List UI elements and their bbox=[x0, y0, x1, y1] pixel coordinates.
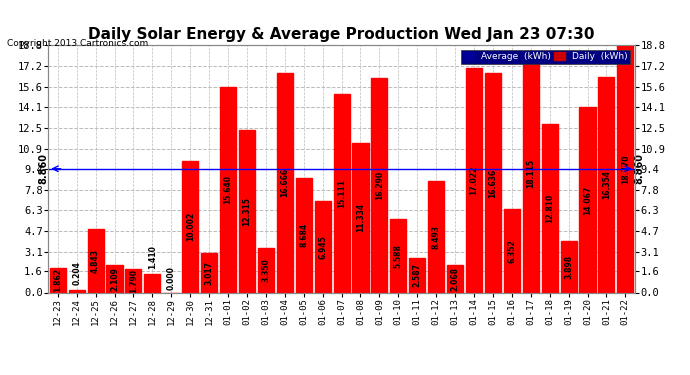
Text: 16.354: 16.354 bbox=[602, 170, 611, 200]
Bar bbox=[523, 54, 539, 292]
Text: 3.350: 3.350 bbox=[262, 259, 270, 282]
Bar bbox=[447, 265, 463, 292]
Bar bbox=[580, 107, 595, 292]
Bar bbox=[485, 74, 501, 292]
Text: 1.862: 1.862 bbox=[53, 268, 62, 292]
Bar bbox=[371, 78, 387, 292]
Text: 15.640: 15.640 bbox=[224, 175, 233, 204]
Text: 2.068: 2.068 bbox=[451, 267, 460, 291]
Text: 17.022: 17.022 bbox=[469, 166, 478, 195]
Text: 15.111: 15.111 bbox=[337, 178, 346, 207]
Bar bbox=[428, 181, 444, 292]
Text: 12.810: 12.810 bbox=[545, 194, 554, 223]
Bar bbox=[258, 248, 274, 292]
Legend: Average  (kWh), Daily  (kWh): Average (kWh), Daily (kWh) bbox=[460, 50, 630, 64]
Text: 16.666: 16.666 bbox=[280, 168, 289, 197]
Bar bbox=[220, 87, 236, 292]
Bar bbox=[333, 94, 350, 292]
Bar bbox=[239, 130, 255, 292]
Text: 11.334: 11.334 bbox=[356, 203, 365, 232]
Bar bbox=[144, 274, 160, 292]
Text: 14.067: 14.067 bbox=[583, 185, 592, 214]
Text: 18.770: 18.770 bbox=[621, 154, 630, 184]
Bar bbox=[315, 201, 331, 292]
Text: 12.315: 12.315 bbox=[242, 197, 251, 226]
Bar bbox=[277, 73, 293, 292]
Text: 16.636: 16.636 bbox=[489, 168, 497, 198]
Bar bbox=[126, 269, 141, 292]
Bar bbox=[106, 265, 123, 292]
Bar bbox=[560, 241, 577, 292]
Text: 0.204: 0.204 bbox=[72, 261, 81, 285]
Bar bbox=[391, 219, 406, 292]
Text: 0.000: 0.000 bbox=[167, 266, 176, 290]
Text: 6.945: 6.945 bbox=[318, 235, 327, 259]
Text: 8.860: 8.860 bbox=[39, 153, 48, 184]
Text: 10.002: 10.002 bbox=[186, 212, 195, 241]
Text: 4.843: 4.843 bbox=[91, 249, 100, 273]
Text: 3.017: 3.017 bbox=[205, 261, 214, 285]
Bar bbox=[504, 209, 520, 292]
Bar bbox=[50, 268, 66, 292]
Bar bbox=[598, 77, 615, 292]
Text: 2.109: 2.109 bbox=[110, 267, 119, 291]
Bar bbox=[466, 68, 482, 292]
Bar bbox=[618, 45, 633, 292]
Bar bbox=[409, 258, 425, 292]
Text: 5.588: 5.588 bbox=[394, 244, 403, 268]
Bar bbox=[68, 290, 85, 292]
Bar bbox=[182, 161, 198, 292]
Bar bbox=[353, 143, 368, 292]
Title: Daily Solar Energy & Average Production Wed Jan 23 07:30: Daily Solar Energy & Average Production … bbox=[88, 27, 595, 42]
Text: 18.115: 18.115 bbox=[526, 159, 535, 188]
Text: 8.860: 8.860 bbox=[635, 153, 644, 184]
Text: 6.352: 6.352 bbox=[507, 239, 516, 262]
Text: 8.493: 8.493 bbox=[432, 225, 441, 249]
Text: 16.290: 16.290 bbox=[375, 171, 384, 200]
Text: 8.684: 8.684 bbox=[299, 223, 308, 248]
Text: 1.790: 1.790 bbox=[129, 269, 138, 293]
Text: 2.587: 2.587 bbox=[413, 264, 422, 288]
Bar bbox=[88, 229, 103, 292]
Text: Copyright 2013 Cartronics.com: Copyright 2013 Cartronics.com bbox=[7, 39, 148, 48]
Text: 3.898: 3.898 bbox=[564, 255, 573, 279]
Text: 1.410: 1.410 bbox=[148, 245, 157, 268]
Bar bbox=[201, 253, 217, 292]
Bar bbox=[296, 178, 312, 292]
Bar bbox=[542, 124, 558, 292]
